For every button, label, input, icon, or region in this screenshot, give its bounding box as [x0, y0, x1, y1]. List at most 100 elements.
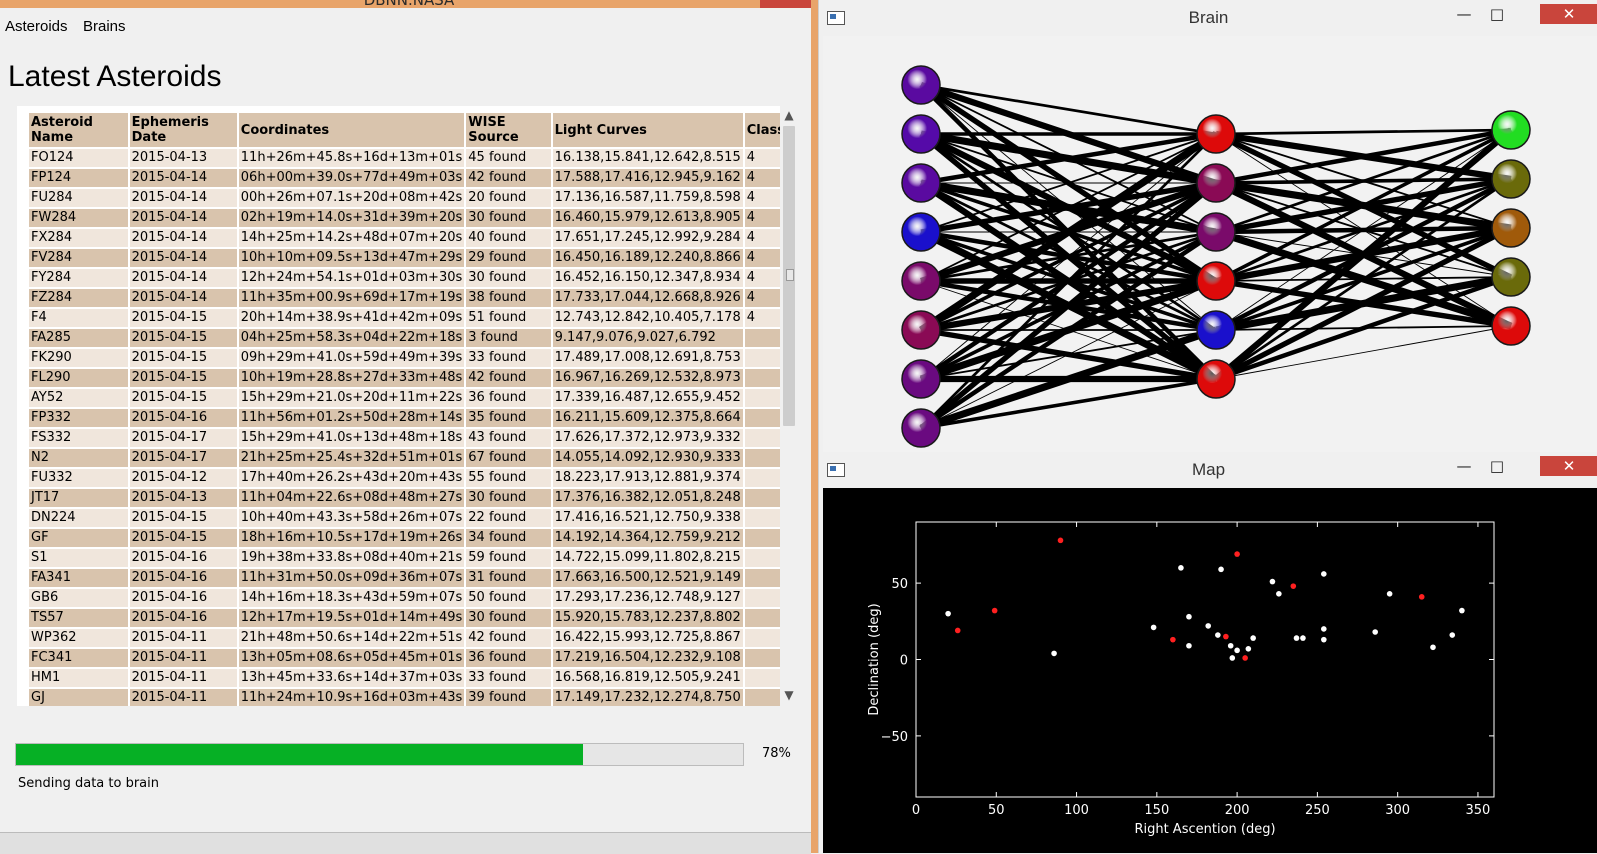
window-app-icon[interactable] — [827, 11, 845, 25]
data-point — [1321, 626, 1327, 632]
maximize-icon[interactable]: □ — [1489, 5, 1505, 23]
cell-light-curves: 17.733,17.044,12.668,8.926 — [552, 289, 743, 309]
cell-class — [744, 489, 787, 509]
close-icon[interactable]: ✕ — [1540, 456, 1597, 476]
header-light-curves[interactable]: Light Curves — [552, 113, 743, 149]
table-row[interactable]: N2 2015-04-17 21h+25m+25.4s+32d+51m+01s 67 … — [29, 449, 787, 469]
network-edge — [920, 133, 1217, 233]
cell-name: JT17 — [29, 489, 128, 509]
cell-date: 2015-04-15 — [129, 309, 237, 329]
cell-name: FL290 — [29, 369, 128, 389]
network-edge — [920, 133, 1217, 380]
table-row[interactable]: FP332 2015-04-16 11h+56m+01.2s+50d+28m+14s… — [29, 409, 787, 429]
data-point — [1150, 624, 1157, 631]
table-row[interactable]: HM1 2015-04-11 13h+45m+33.6s+14d+37m+03s 33… — [29, 669, 787, 689]
cell-class — [744, 529, 787, 549]
data-point — [1178, 565, 1184, 571]
cell-class: 4 — [744, 289, 787, 309]
close-icon[interactable]: ✕ — [1540, 4, 1597, 24]
cell-wise: 20 found — [466, 189, 551, 209]
header-wise-source[interactable]: WISE Source — [466, 113, 551, 149]
table-row[interactable]: WP362 2015-04-11 21h+48m+50.6s+14d+22m+51s… — [29, 629, 787, 649]
table-row[interactable]: JT17 2015-04-13 11h+04m+22.6s+08d+48m+27s 3… — [29, 489, 787, 509]
data-point — [1276, 591, 1282, 597]
cell-class — [744, 629, 787, 649]
table-row[interactable]: GF 2015-04-15 18h+16m+10.5s+17d+19m+26s 34 … — [29, 529, 787, 549]
table-row[interactable]: F4 2015-04-15 20h+14m+38.9s+41d+42m+09s 51 … — [29, 309, 787, 329]
network-node — [1491, 306, 1531, 346]
cell-light-curves: 17.149,17.232,12.274,8.750 — [552, 689, 743, 706]
cell-wise: 39 found — [466, 689, 551, 706]
maximize-icon[interactable]: □ — [1489, 457, 1505, 475]
table-row[interactable]: FL290 2015-04-15 10h+19m+28.8s+27d+33m+48s… — [29, 369, 787, 389]
main-titlebar[interactable]: DBNN.NASA — [0, 0, 818, 8]
table-row[interactable]: DN224 2015-04-15 10h+40m+43.3s+58d+26m+07s… — [29, 509, 787, 529]
header-asteroid-name[interactable]: Asteroid Name — [29, 113, 128, 149]
table-row[interactable]: FZ284 2015-04-14 11h+35m+00.9s+69d+17m+19s… — [29, 289, 787, 309]
table-header-row: Asteroid Name Ephemeris Date Coordinates W… — [29, 113, 787, 149]
cell-light-curves: 15.920,15.783,12.237,8.802 — [552, 609, 743, 629]
cell-light-curves: 17.293,17.236,12.748,9.127 — [552, 589, 743, 609]
network-edge — [1215, 127, 1512, 186]
cell-class — [744, 549, 787, 569]
table-row[interactable]: FS332 2015-04-17 15h+29m+41.0s+13d+48m+18s… — [29, 429, 787, 449]
table-row[interactable]: FV284 2015-04-14 10h+10m+09.5s+13d+47m+29s… — [29, 249, 787, 269]
scroll-down-icon[interactable]: ▼ — [784, 688, 794, 702]
header-ephemeris-date[interactable]: Ephemeris Date — [129, 113, 237, 149]
cell-name: FX284 — [29, 229, 128, 249]
table-row[interactable]: FW284 2015-04-14 02h+19m+14.0s+31d+39m+20s… — [29, 209, 787, 229]
cell-coordinates: 13h+45m+33.6s+14d+37m+03s — [238, 669, 465, 689]
map-window-title: Map — [1191, 460, 1226, 479]
table-row[interactable]: FP124 2015-04-14 06h+00m+39.0s+77d+49m+03s… — [29, 169, 787, 189]
cell-wise: 42 found — [466, 169, 551, 189]
table-scrollbar[interactable]: ▲ ▼ — [780, 106, 798, 706]
cell-name: FA285 — [29, 329, 128, 349]
map-titlebar[interactable]: Map — □ ✕ — [819, 452, 1597, 486]
network-node — [1196, 114, 1236, 154]
table-row[interactable]: S1 2015-04-16 19h+38m+33.8s+08d+40m+21s 59 … — [29, 549, 787, 569]
cell-name: GB6 — [29, 589, 128, 609]
table-row[interactable]: FC341 2015-04-11 13h+05m+08.6s+05d+45m+01s… — [29, 649, 787, 669]
menu-brains[interactable]: Brains — [83, 18, 126, 35]
network-node — [1491, 159, 1531, 199]
minimize-icon[interactable]: — — [1456, 5, 1472, 23]
network-edge — [920, 131, 1217, 186]
x-tick-label: 100 — [1064, 803, 1089, 818]
table-row[interactable]: FY284 2015-04-14 12h+24m+54.1s+01d+03m+30s… — [29, 269, 787, 289]
cell-coordinates: 11h+56m+01.2s+50d+28m+14s — [238, 409, 465, 429]
header-class[interactable]: Class — [744, 113, 787, 149]
cell-coordinates: 11h+35m+00.9s+69d+17m+19s — [238, 289, 465, 309]
table-row[interactable]: FO124 2015-04-13 11h+26m+45.8s+16d+13m+01s… — [29, 149, 787, 169]
table-row[interactable]: GB6 2015-04-16 14h+16m+18.3s+43d+59m+07s 50… — [29, 589, 787, 609]
table-row[interactable]: FA285 2015-04-15 04h+25m+58.3s+04d+22m+18s… — [29, 329, 787, 349]
cell-wise: 67 found — [466, 449, 551, 469]
cell-light-curves: 17.626,17.372,12.973,9.332 — [552, 429, 743, 449]
table-row[interactable]: FX284 2015-04-14 14h+25m+14.2s+48d+07m+20s… — [29, 229, 787, 249]
scrollbar-thumb[interactable] — [783, 126, 795, 426]
scroll-up-icon[interactable]: ▲ — [784, 108, 794, 122]
network-node — [901, 114, 941, 154]
main-close-button[interactable] — [760, 0, 818, 8]
table-row[interactable]: FU332 2015-04-12 17h+40m+26.2s+43d+20m+43s… — [29, 469, 787, 489]
table-row[interactable]: FA341 2015-04-16 11h+31m+50.0s+09d+36m+07s… — [29, 569, 787, 589]
table-row[interactable]: FK290 2015-04-15 09h+29m+41.0s+59d+49m+39s… — [29, 349, 787, 369]
minimize-icon[interactable]: — — [1456, 457, 1472, 475]
table-row[interactable]: FU284 2015-04-14 00h+26m+07.1s+20d+08m+42s… — [29, 189, 787, 209]
cell-name: GJ — [29, 689, 128, 706]
brain-titlebar[interactable]: Brain — □ ✕ — [819, 0, 1597, 34]
menu-asteroids[interactable]: Asteroids — [5, 18, 68, 35]
cell-name: WP362 — [29, 629, 128, 649]
table-row[interactable]: TS57 2015-04-16 12h+17m+19.5s+01d+14m+49s 3… — [29, 609, 787, 629]
cell-date: 2015-04-12 — [129, 469, 237, 489]
cell-date: 2015-04-13 — [129, 489, 237, 509]
table-row[interactable]: AY52 2015-04-15 15h+29m+21.0s+20d+11m+22s 3… — [29, 389, 787, 409]
progress-bar — [15, 743, 744, 766]
header-coordinates[interactable]: Coordinates — [238, 113, 465, 149]
window-app-icon[interactable] — [827, 463, 845, 477]
cell-name: FK290 — [29, 349, 128, 369]
table-row[interactable]: GJ 2015-04-11 11h+24m+10.9s+16d+03m+43s 39 … — [29, 689, 787, 706]
data-point — [991, 607, 998, 614]
y-axis-label: Declination (deg) — [867, 603, 882, 715]
cell-light-curves: 18.223,17.913,12.881,9.374 — [552, 469, 743, 489]
data-point — [1218, 566, 1224, 573]
